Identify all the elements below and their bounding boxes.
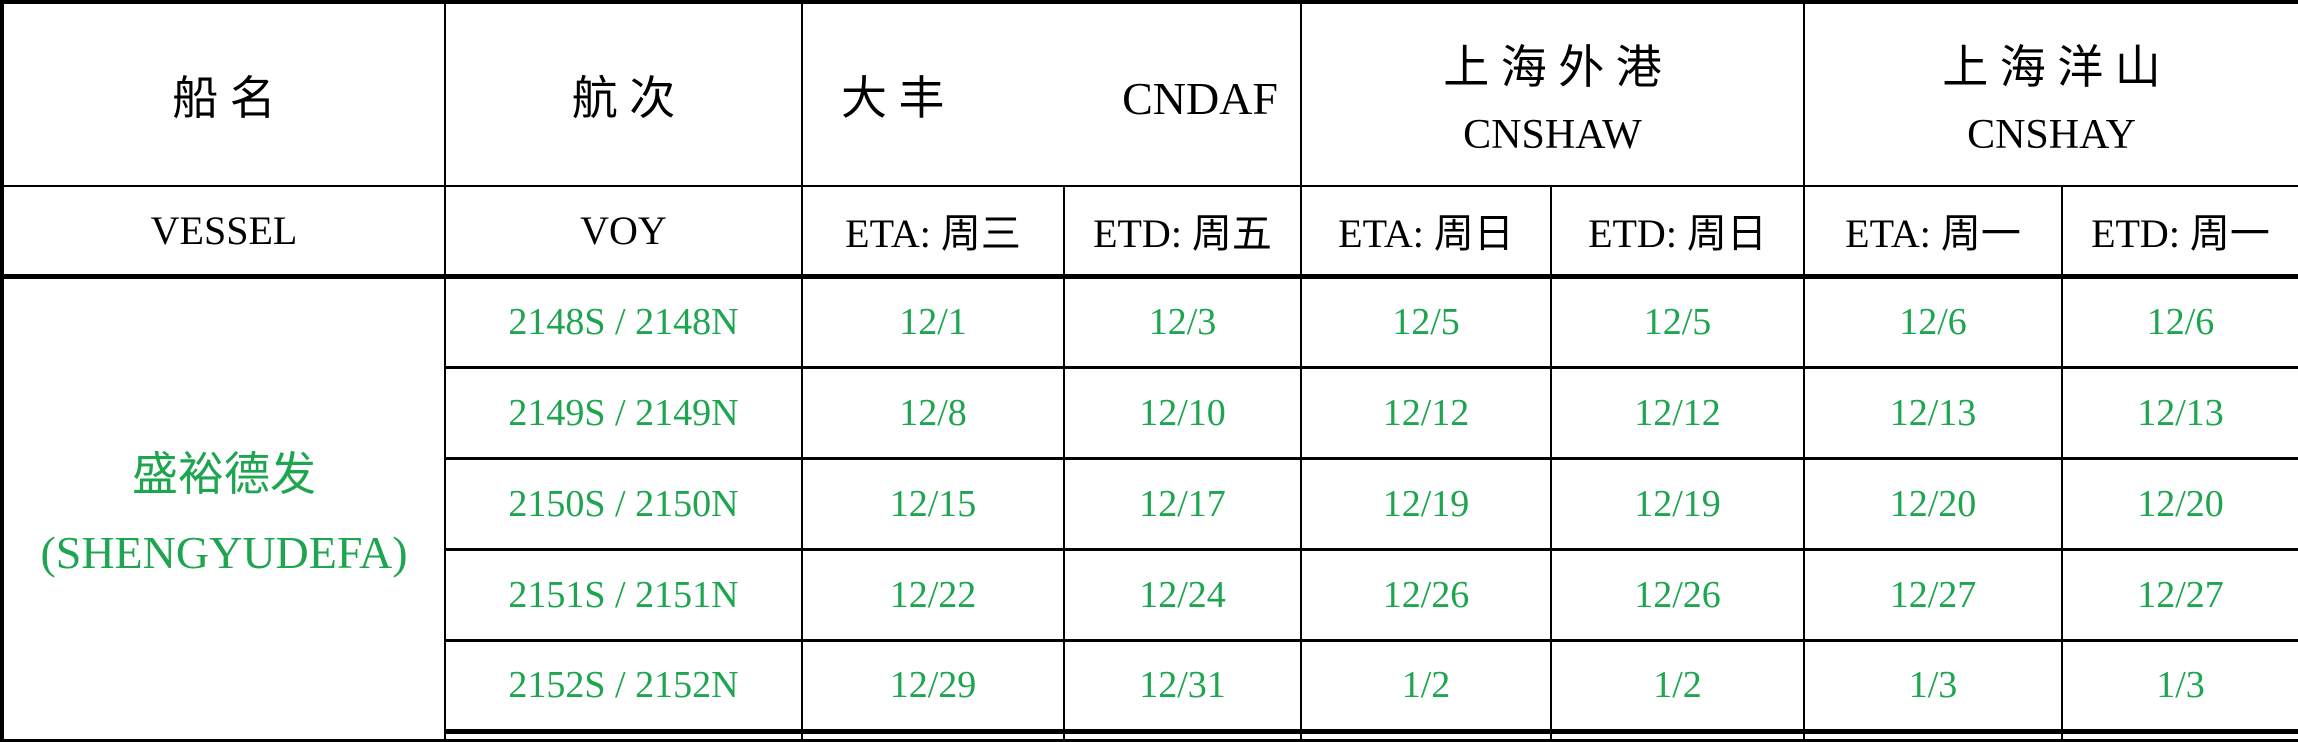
- date-cell: 12/19: [1550, 456, 1805, 550]
- header-cell-port-shanghai-yangshan: 上 海 洋 山 CNSHAY: [1803, 1, 2298, 187]
- date-cell: 12/12: [1550, 365, 1805, 459]
- bottom-edge-border: [0, 739, 2298, 742]
- date-cell: 12/19: [1300, 456, 1552, 550]
- port-dafeng-code: CNDAF: [1122, 72, 1278, 124]
- voyage-cell: 2151S / 2151N: [444, 547, 803, 641]
- date-cell: 12/3: [1063, 274, 1302, 368]
- table-row: 2150S / 2150N 12/15 12/17 12/19 12/19 12…: [2, 456, 2298, 550]
- port-yangshan-name: 上 海 洋 山: [1942, 41, 2161, 93]
- date-cell: 12/5: [1550, 274, 1805, 368]
- port-waigang-name: 上 海 外 港: [1443, 41, 1662, 93]
- date-cell: 12/22: [801, 547, 1065, 641]
- date-cell: 12/26: [1300, 547, 1552, 641]
- date-cell: 1/3: [1803, 638, 2063, 732]
- date-cell: 1/2: [1300, 638, 1552, 732]
- header-cell-eta-waigang: ETA: 周日: [1300, 185, 1552, 279]
- header-row-eta-etd: VESSEL VOY ETA: 周三 ETD: 周五 ETA: 周日 ETD: …: [1, 185, 2298, 279]
- voyage-cell: 2152S / 2152N: [444, 638, 803, 732]
- port-yangshan-code: CNSHAY: [1967, 111, 2136, 158]
- header-cell-port-shanghai-waigang: 上 海 外 港 CNSHAW: [1300, 1, 1805, 187]
- header-cell-etd-waigang: ETD: 周日: [1550, 185, 1805, 279]
- date-cell: 12/26: [1550, 547, 1805, 641]
- vessel-name-en: (SHENGYUDEFA): [40, 527, 408, 579]
- header-cell-eta-dafeng: ETA: 周三: [801, 185, 1065, 279]
- date-cell: 12/6: [2061, 274, 2298, 368]
- header-cell-etd-yangshan: ETD: 周一: [2061, 185, 2298, 279]
- header-cell-voy-en: VOY: [444, 185, 803, 279]
- voyage-cell: 2149S / 2149N: [444, 365, 803, 459]
- date-cell: 12/6: [1803, 274, 2063, 368]
- date-cell: 12/8: [801, 365, 1065, 459]
- voyage-cell: 2148S / 2148N: [444, 274, 803, 368]
- date-cell: 12/5: [1300, 274, 1552, 368]
- date-cell: 12/15: [801, 456, 1065, 550]
- header-cell-vessel-cn: 船 名: [1, 1, 446, 187]
- date-cell: 12/13: [1803, 365, 2063, 459]
- date-cell: 12/27: [1803, 547, 2063, 641]
- vessel-name-cn: 盛裕德发: [132, 449, 316, 501]
- date-cell: 12/17: [1063, 456, 1302, 550]
- table-row: 盛裕德发 (SHENGYUDEFA) 2148S / 2148N 12/1 12…: [1, 274, 2298, 741]
- header-cell-eta-yangshan: ETA: 周一: [1803, 185, 2063, 279]
- port-dafeng-name: 大 丰: [841, 72, 945, 124]
- table-row: 2152S / 2152N 12/29 12/31 1/2 1/2 1/3 1/…: [2, 638, 2298, 732]
- date-cell: 12/13: [2061, 365, 2298, 459]
- header-row-ports: 船 名 航 次 大 丰 CNDAF 上 海 外 港 CNSHAW 上 海 洋 山…: [1, 1, 2298, 187]
- date-cell: 12/24: [1063, 547, 1302, 641]
- port-waigang-code: CNSHAW: [1463, 111, 1642, 158]
- header-cell-port-dafeng: 大 丰 CNDAF: [801, 1, 1302, 187]
- header-cell-vessel-en: VESSEL: [1, 185, 446, 279]
- date-cell: 12/27: [2061, 547, 2298, 641]
- date-cell: 12/20: [2061, 456, 2298, 550]
- date-cell: 1/2: [1550, 638, 1805, 732]
- date-cell: 1/3: [2061, 638, 2298, 732]
- date-cell: 12/12: [1300, 365, 1552, 459]
- header-cell-etd-dafeng: ETD: 周五: [1063, 185, 1302, 279]
- date-cell: 12/1: [801, 274, 1065, 368]
- date-cell: 12/10: [1063, 365, 1302, 459]
- date-cell: 12/20: [1803, 456, 2063, 550]
- date-cell: 12/31: [1063, 638, 1302, 732]
- table-row: 2151S / 2151N 12/22 12/24 12/26 12/26 12…: [2, 547, 2298, 641]
- date-cell: 12/29: [801, 638, 1065, 732]
- table-row: 2149S / 2149N 12/8 12/10 12/12 12/12 12/…: [2, 365, 2298, 459]
- vessel-name-cell: 盛裕德发 (SHENGYUDEFA): [1, 274, 446, 741]
- voyage-cell: 2150S / 2150N: [444, 456, 803, 550]
- header-cell-voyage-cn: 航 次: [444, 1, 803, 187]
